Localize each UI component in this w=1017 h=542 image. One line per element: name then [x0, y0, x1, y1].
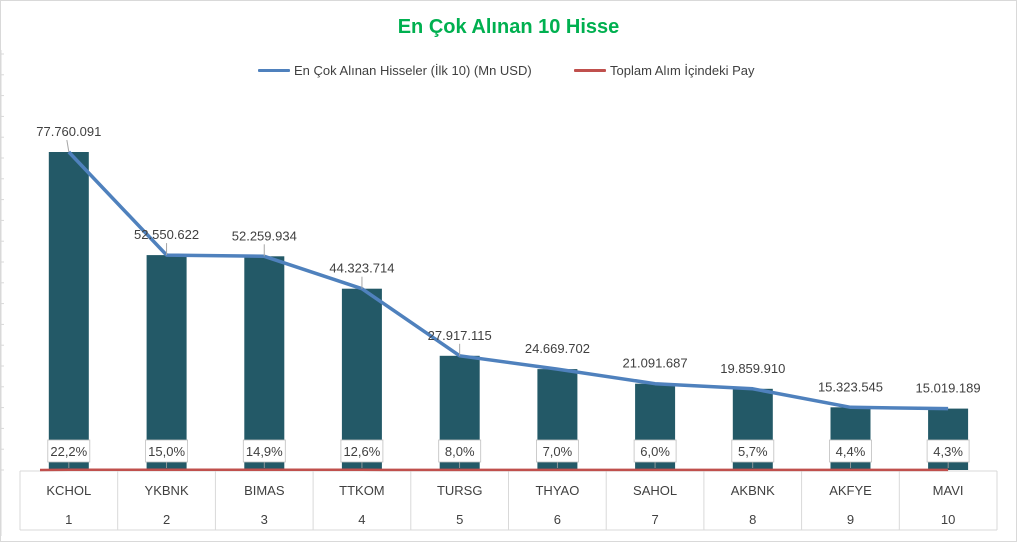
category-label-thyao: THYAO [535, 483, 579, 498]
value-label-bimas: 52.259.934 [232, 228, 297, 243]
pct-label-thyao: 7,0% [543, 444, 573, 459]
value-label-thyao: 24.669.702 [525, 341, 590, 356]
rank-label-4: 4 [358, 512, 365, 527]
rank-label-6: 6 [554, 512, 561, 527]
category-label-sahol: SAHOL [633, 483, 677, 498]
pct-label-bimas: 14,9% [246, 444, 283, 459]
rank-label-8: 8 [749, 512, 756, 527]
bar-bimas [244, 256, 285, 470]
pct-label-mavi: 4,3% [933, 444, 963, 459]
legend-item-series2: Toplam Alım İçindeki Pay [574, 60, 755, 80]
value-leader-line [66, 139, 70, 153]
category-label-tursg: TURSG [437, 483, 483, 498]
chart-title: En Çok Alınan 10 Hisse [397, 16, 620, 38]
value-label-akbnk: 19.859.910 [720, 361, 785, 376]
legend-item-series1: En Çok Alınan Hisseler (İlk 10) (Mn USD) [258, 60, 532, 80]
value-label-sahol: 21.091.687 [623, 356, 688, 371]
category-label-kchol: KCHOL [46, 483, 91, 498]
rank-label-3: 3 [261, 512, 268, 527]
category-label-ttkom: TTKOM [339, 483, 385, 498]
rank-label-2: 2 [163, 512, 170, 527]
pct-label-akfye: 4,4% [836, 444, 866, 459]
value-label-akfye: 15.323.545 [818, 379, 883, 394]
rank-label-5: 5 [456, 512, 463, 527]
value-line [67, 150, 949, 411]
pct-label-sahol: 6,0% [640, 444, 670, 459]
category-label-mavi: MAVI [933, 483, 964, 498]
value-label-ttkom: 44.323.714 [329, 261, 394, 276]
pct-label-ttkom: 12,6% [343, 444, 380, 459]
value-label-ykbnk: 52.550.622 [134, 227, 199, 242]
value-label-mavi: 15.019.189 [916, 381, 981, 396]
legend-swatch-line [258, 68, 290, 72]
pct-label-akbnk: 5,7% [738, 444, 768, 459]
bar-kchol [48, 152, 89, 470]
chart-legend: En Çok Alınan Hisseler (İlk 10) (Mn USD)… [0, 60, 1017, 80]
rank-label-9: 9 [847, 512, 854, 527]
rank-label-1: 1 [65, 512, 72, 527]
pct-label-kchol: 22,2% [50, 444, 87, 459]
legend-label-series1: En Çok Alınan Hisseler (İlk 10) (Mn USD) [294, 62, 532, 78]
value-label-tursg: 27.917.115 [428, 328, 492, 343]
category-label-akbnk: AKBNK [731, 483, 775, 498]
category-label-ykbnk: YKBNK [145, 483, 189, 498]
value-label-kchol: 77.760.091 [36, 124, 101, 139]
rank-label-7: 7 [651, 512, 658, 527]
category-label-akfye: AKFYE [829, 483, 872, 498]
pct-label-ykbnk: 15,0% [148, 444, 185, 459]
pct-label-tursg: 8,0% [445, 444, 475, 459]
rank-label-10: 10 [941, 512, 955, 527]
category-label-bimas: BIMAS [244, 483, 285, 498]
legend-label-series2: Toplam Alım İçindeki Pay [610, 62, 755, 78]
bar-ykbnk [146, 255, 187, 470]
legend-swatch-share [574, 68, 606, 72]
